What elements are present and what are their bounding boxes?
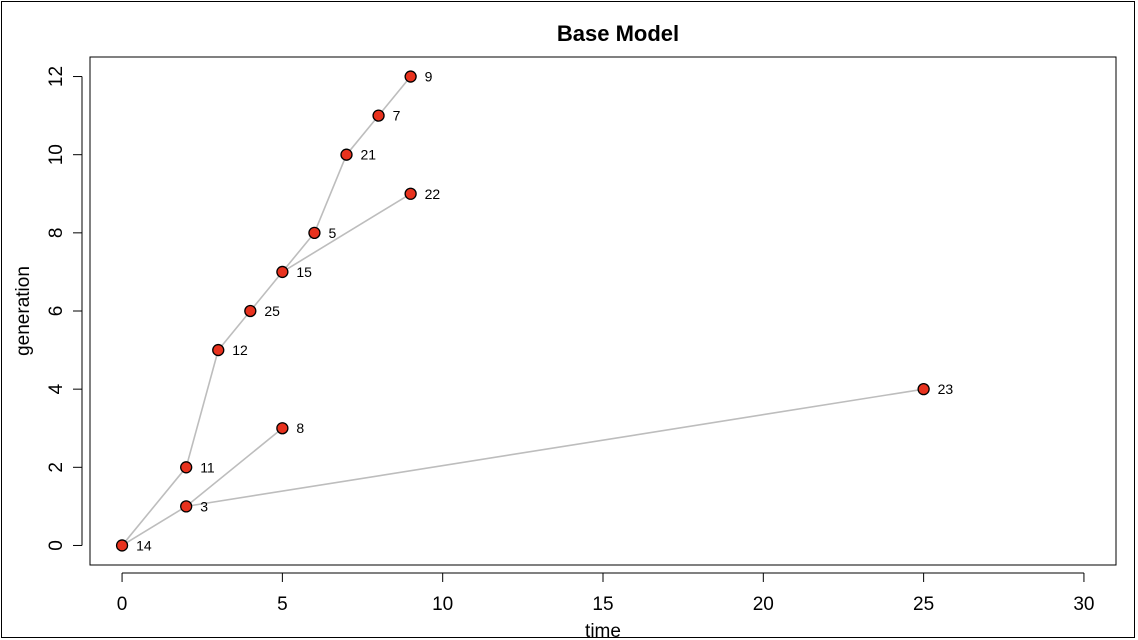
edge-7-9 [377, 76, 412, 117]
point-label-9: 9 [425, 69, 433, 85]
y-tick-label-12: 12 [46, 66, 67, 87]
edge-14-3 [121, 505, 187, 547]
point-9 [404, 70, 417, 83]
y-tick-label-2: 2 [46, 462, 67, 473]
x-tick-label-30: 30 [1073, 594, 1094, 615]
point-12 [212, 343, 225, 357]
edge-3-23 [186, 388, 924, 508]
edge-15-5 [281, 232, 316, 273]
y-tick-label-8: 8 [46, 228, 67, 239]
point-label-25: 25 [264, 303, 280, 319]
point-3 [180, 500, 193, 513]
point-7 [372, 109, 385, 122]
point-label-11: 11 [200, 459, 215, 475]
point-8 [276, 422, 289, 435]
plot-area [89, 56, 1117, 566]
edge-21-7 [345, 115, 380, 156]
x-tick-label-10: 10 [432, 594, 453, 615]
x-tick-label-20: 20 [753, 594, 774, 615]
y-tick-label-6: 6 [46, 306, 67, 317]
x-tick-label-25: 25 [913, 594, 934, 615]
point-label-7: 7 [393, 108, 401, 124]
point-label-3: 3 [200, 498, 208, 514]
point-11 [180, 461, 193, 474]
point-21 [340, 148, 353, 161]
x-tick-label-0: 0 [117, 594, 128, 615]
chart-title: Base Model [557, 21, 679, 46]
point-22 [404, 187, 417, 200]
point-layer [115, 70, 930, 552]
y-tick-label-10: 10 [46, 144, 67, 165]
y-tick-label-4: 4 [46, 383, 67, 394]
y-axis: 0 2 4 6 8 10 12 [46, 66, 83, 551]
edge-12-25 [217, 310, 251, 351]
point-label-22: 22 [425, 186, 441, 202]
point-label-8: 8 [296, 420, 304, 436]
point-label-15: 15 [296, 264, 312, 280]
point-25 [244, 304, 257, 318]
x-tick-label-5: 5 [277, 594, 288, 615]
edge-11-12 [185, 349, 220, 468]
point-label-layer: 14 3 11 8 23 12 25 15 5 22 21 7 9 [136, 69, 953, 554]
x-tick-label-15: 15 [592, 594, 613, 615]
edge-5-21 [313, 154, 348, 234]
point-label-5: 5 [328, 225, 336, 241]
y-axis-label: generation [13, 266, 34, 356]
edge-layer [121, 76, 924, 547]
y-tick-label-0: 0 [46, 540, 67, 551]
edge-15-22 [281, 193, 412, 273]
point-14 [115, 539, 129, 552]
point-23 [917, 383, 930, 396]
point-label-23: 23 [938, 381, 954, 397]
edge-25-15 [249, 271, 283, 312]
edge-14-11 [121, 466, 187, 546]
point-label-12: 12 [232, 342, 248, 358]
edge-3-8 [185, 427, 283, 508]
point-label-14: 14 [136, 537, 152, 553]
x-axis: 0 5 10 15 20 25 30 [117, 572, 1095, 615]
x-axis-label: time [585, 621, 621, 640]
point-5 [308, 226, 321, 239]
point-15 [276, 265, 289, 279]
point-label-21: 21 [361, 147, 377, 163]
